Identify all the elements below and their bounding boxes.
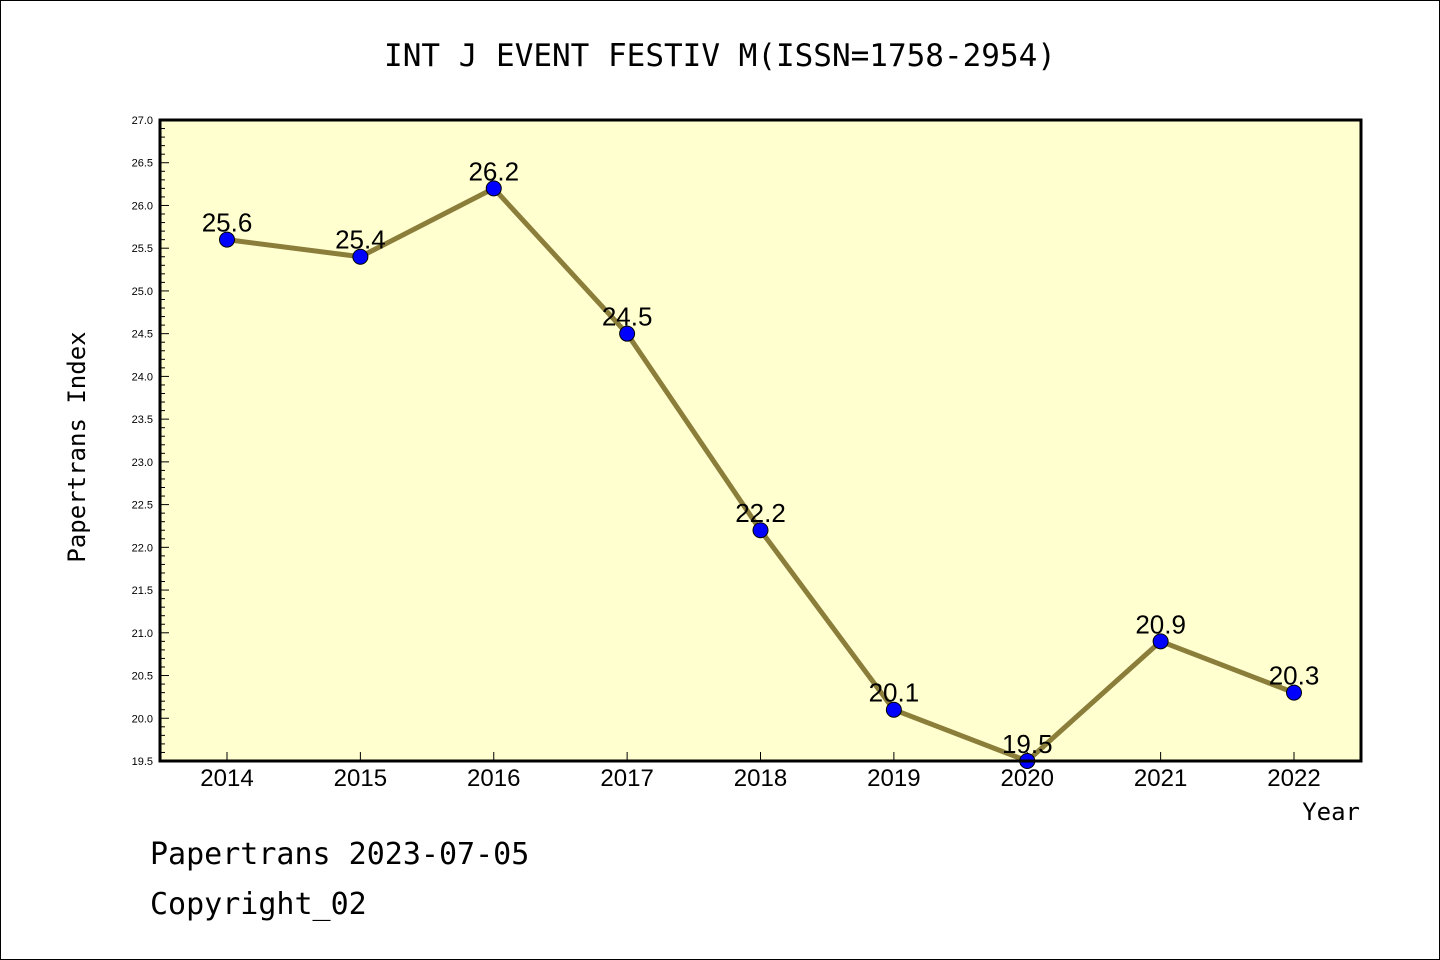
- y-tick-label: 23.0: [132, 457, 153, 469]
- y-tick-label: 20.5: [132, 671, 153, 683]
- data-label: 20.1: [869, 678, 920, 708]
- data-point: [885, 701, 902, 718]
- x-tick-label: 2014: [200, 765, 253, 792]
- plot-area: [160, 120, 1361, 761]
- y-axis-title: Papertrans Index: [63, 331, 91, 562]
- x-tick-label: 2022: [1267, 765, 1320, 792]
- series-group: [219, 180, 1302, 769]
- y-tick-label: 19.5: [132, 756, 153, 768]
- footer-date: Papertrans 2023-07-05: [150, 837, 529, 872]
- y-tick-label: 27.0: [132, 115, 153, 127]
- data-label: 22.2: [735, 498, 786, 528]
- data-labels: 25.6 25.4 26.2 24.5 22.2 20.1 19.5 20.9 20.3: [202, 156, 1320, 759]
- x-tick-label: 2021: [1134, 765, 1187, 792]
- x-axis-title: Year: [1302, 798, 1360, 826]
- data-point: [752, 522, 769, 539]
- x-tick-label: 2016: [467, 765, 520, 792]
- data-label: 19.5: [1002, 729, 1053, 759]
- data-label: 20.3: [1269, 661, 1320, 691]
- footer-copyright: Copyright_02: [150, 887, 367, 922]
- y-tick-label: 20.0: [132, 713, 153, 725]
- y-tick-label: 23.5: [132, 414, 153, 426]
- y-tick-label: 24.5: [132, 329, 153, 341]
- data-point: [485, 180, 502, 197]
- x-tick-label: 2015: [334, 765, 387, 792]
- y-tick-label: 24.0: [132, 371, 153, 383]
- y-tick-label: 21.0: [132, 628, 153, 640]
- data-label: 24.5: [602, 302, 653, 332]
- data-point: [1286, 684, 1302, 701]
- y-tick-label: 26.5: [132, 158, 153, 170]
- y-tick-label: 22.0: [132, 542, 153, 554]
- data-point: [1152, 633, 1169, 650]
- x-tick-label: 2018: [734, 765, 787, 792]
- x-axis-ticks: 2014 2015 2016 2017 2018 2019 2020 2021 2022: [200, 752, 1321, 792]
- data-label: 25.6: [202, 208, 253, 238]
- data-point: [219, 231, 235, 248]
- y-tick-label: 22.5: [132, 500, 153, 512]
- x-tick-label: 2020: [1001, 765, 1054, 792]
- x-tick-label: 2019: [867, 765, 920, 792]
- x-tick-label: 2017: [600, 765, 653, 792]
- plot-border: [158, 118, 1363, 763]
- y-tick-label: 25.5: [132, 243, 153, 255]
- data-label: 25.4: [335, 225, 386, 255]
- y-tick-label: 21.5: [132, 585, 153, 597]
- data-point: [352, 248, 369, 265]
- data-label: 26.2: [468, 156, 519, 186]
- y-tick-label: 25.0: [132, 286, 153, 298]
- y-tick-label: 26.0: [132, 200, 153, 212]
- chart-title: INT J EVENT FESTIV M(ISSN=1758-2954): [384, 38, 1056, 74]
- data-point: [619, 325, 636, 342]
- data-label: 20.9: [1135, 609, 1186, 639]
